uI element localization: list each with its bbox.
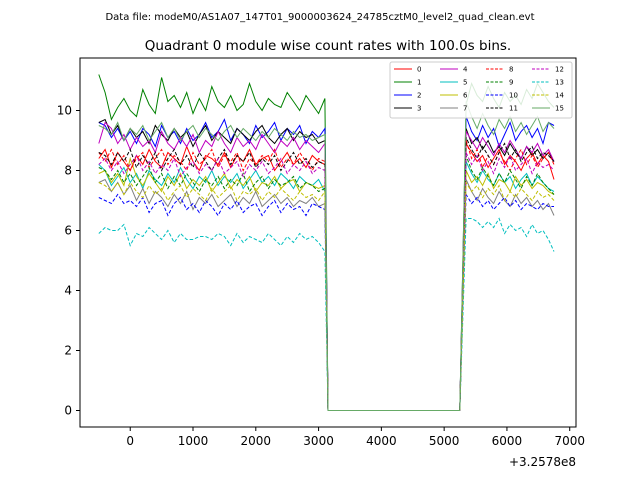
plot-frame: [79, 57, 577, 428]
series-line-15: [98, 101, 555, 411]
series-line-3: [98, 118, 555, 411]
legend-label-0: 0: [417, 66, 421, 74]
series-line-0: [98, 141, 555, 411]
x-tick-label: 0: [126, 434, 134, 448]
legend-label-1: 1: [417, 79, 421, 87]
y-tick-label: 10: [57, 104, 72, 118]
x-tick-label: 5000: [429, 434, 460, 448]
series-line-10: [98, 192, 554, 411]
legend-label-5: 5: [463, 79, 467, 87]
series-line-11: [98, 137, 555, 411]
series-line-12: [98, 152, 555, 411]
legend-label-10: 10: [509, 92, 518, 100]
x-tick-label: 4000: [366, 434, 397, 448]
x-tick-label: 2000: [241, 434, 272, 448]
legend-box: [389, 61, 573, 119]
x-axis: 0 1000 2000 3000 4000 5000 6000 7000: [126, 427, 585, 448]
legend-label-2: 2: [417, 92, 421, 100]
y-tick-label: 6: [64, 224, 72, 238]
legend-label-12: 12: [555, 66, 564, 74]
y-tick-label: 2: [64, 344, 72, 358]
series-line-9: [98, 155, 555, 411]
y-tick-label: 8: [64, 164, 72, 178]
legend-label-4: 4: [463, 66, 468, 74]
legend-label-14: 14: [555, 92, 564, 100]
legend-label-6: 6: [463, 92, 468, 100]
legend-label-15: 15: [555, 105, 564, 113]
legend-label-9: 9: [509, 79, 513, 87]
chart-title: Quadrant 0 module wise count rates with …: [145, 38, 511, 54]
legend-label-11: 11: [509, 105, 518, 113]
series-line-14: [98, 180, 555, 411]
legend-label-8: 8: [509, 66, 513, 74]
y-tick-label: 0: [64, 404, 72, 418]
legend-label-3: 3: [417, 105, 421, 113]
series-line-13: [98, 217, 555, 411]
series-line-8: [98, 140, 555, 411]
x-offset-label: +3.2578e8: [509, 455, 576, 469]
x-tick-label: 6000: [492, 434, 523, 448]
series-line-4: [98, 121, 555, 411]
y-axis: 0 2 4 6 8 10: [57, 104, 80, 418]
series-lines: [98, 74, 555, 411]
legend-label-7: 7: [463, 105, 467, 113]
series-line-2: [98, 116, 555, 411]
x-tick-label: 1000: [178, 434, 209, 448]
x-tick-label: 7000: [554, 434, 585, 448]
y-tick-label: 4: [64, 284, 72, 298]
x-tick-label: 3000: [303, 434, 334, 448]
chart-suptitle: Data file: modeM0/AS1A07_147T01_90000036…: [105, 12, 534, 23]
series-line-6: [98, 156, 555, 411]
legend-label-13: 13: [555, 79, 564, 87]
